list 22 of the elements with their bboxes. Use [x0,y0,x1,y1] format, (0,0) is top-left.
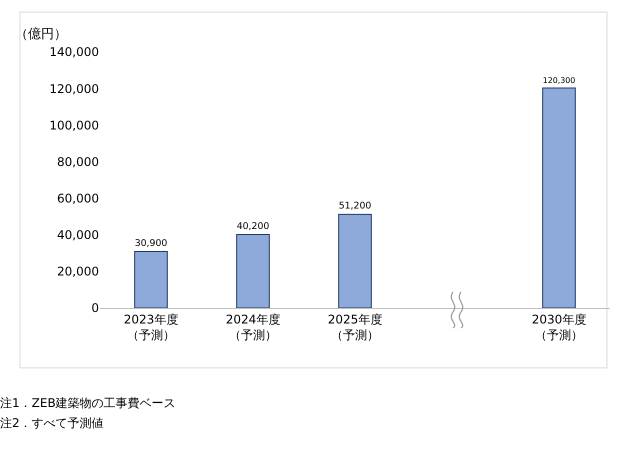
bar [134,251,168,308]
y-tick-label: 0 [91,301,99,316]
y-axis-title: （億円） [15,27,67,42]
data-label: 40,200 [236,220,270,232]
bar [236,234,270,308]
y-tick-label: 120,000 [49,82,99,96]
y-tick-label: 20,000 [57,264,99,279]
x-tick-label: 2023年度（予測） [124,312,178,342]
x-tick-label: 2024年度（予測） [226,312,280,342]
y-tick-label: 100,000 [49,118,99,132]
data-label: 51,200 [338,200,372,212]
bar [338,214,372,308]
text: 注2．すべて予測値 [0,416,104,430]
bar [542,88,576,308]
text: 注1．ZEB建築物の工事費ベース [0,396,176,410]
x-tick-label: 2025年度（予測） [328,312,382,342]
x-tick-label: 2030年度（予測） [532,312,586,342]
y-tick-label: 40,000 [57,228,99,242]
y-tick-label: 140,000 [49,45,99,60]
y-tick-label: 80,000 [57,154,99,169]
data-label: 30,900 [134,238,168,249]
y-tick-label: 60,000 [57,191,99,206]
